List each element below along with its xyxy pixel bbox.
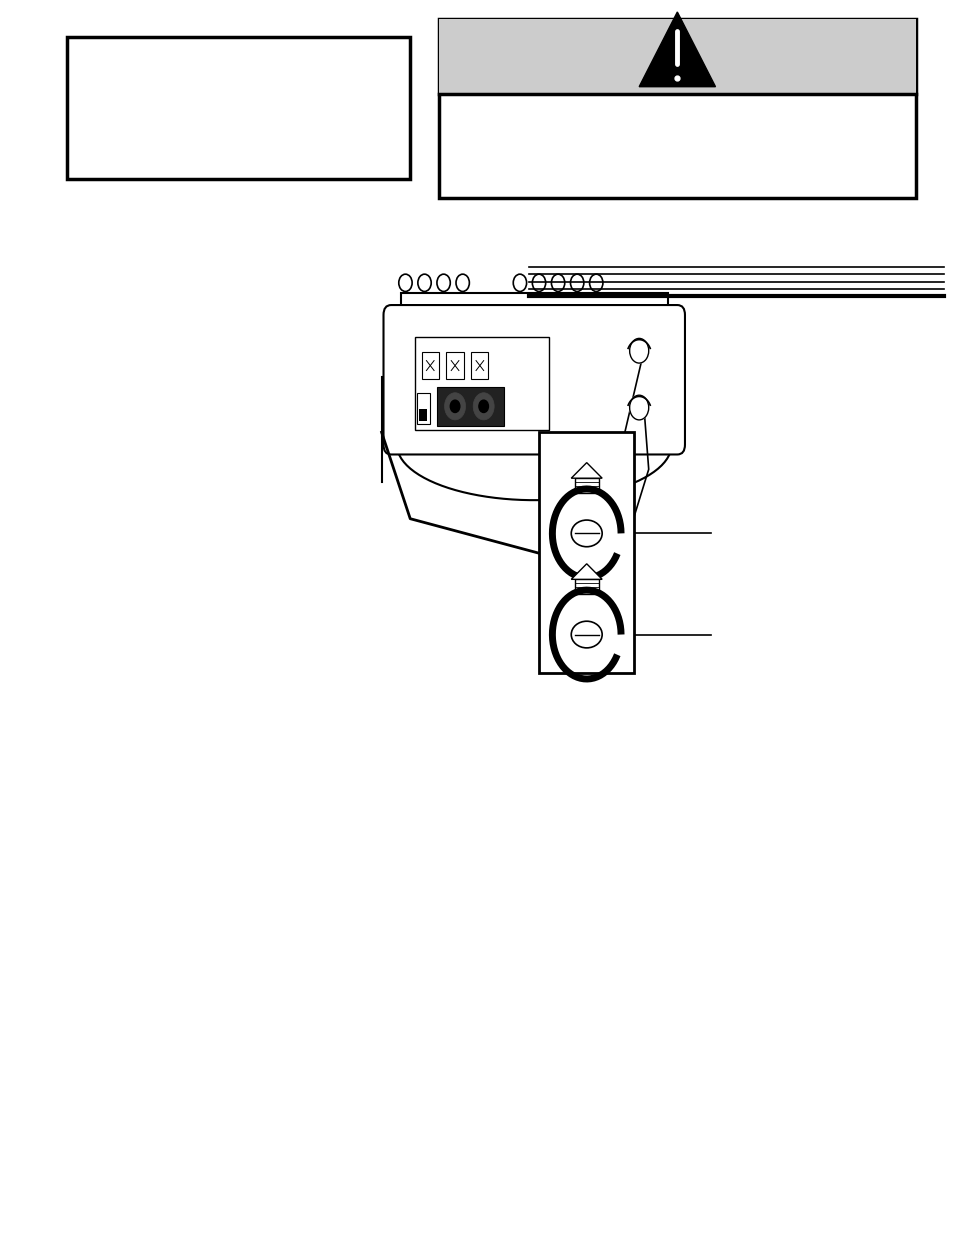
Circle shape [444, 393, 465, 420]
Ellipse shape [571, 621, 601, 648]
FancyBboxPatch shape [574, 478, 598, 493]
FancyBboxPatch shape [416, 393, 430, 424]
Polygon shape [571, 463, 601, 478]
FancyBboxPatch shape [418, 409, 427, 421]
Circle shape [450, 400, 459, 412]
FancyBboxPatch shape [383, 305, 684, 454]
Polygon shape [571, 563, 601, 579]
FancyBboxPatch shape [438, 19, 915, 198]
Polygon shape [639, 12, 715, 86]
FancyBboxPatch shape [446, 352, 463, 379]
Circle shape [473, 393, 494, 420]
FancyBboxPatch shape [400, 293, 667, 315]
FancyBboxPatch shape [538, 432, 634, 673]
FancyBboxPatch shape [436, 387, 503, 426]
FancyBboxPatch shape [415, 337, 548, 430]
Circle shape [478, 400, 488, 412]
Ellipse shape [571, 520, 601, 547]
FancyBboxPatch shape [438, 19, 915, 94]
FancyBboxPatch shape [421, 352, 438, 379]
FancyBboxPatch shape [67, 37, 410, 179]
FancyBboxPatch shape [574, 579, 598, 594]
Circle shape [629, 395, 648, 420]
FancyBboxPatch shape [471, 352, 488, 379]
Circle shape [629, 338, 648, 363]
